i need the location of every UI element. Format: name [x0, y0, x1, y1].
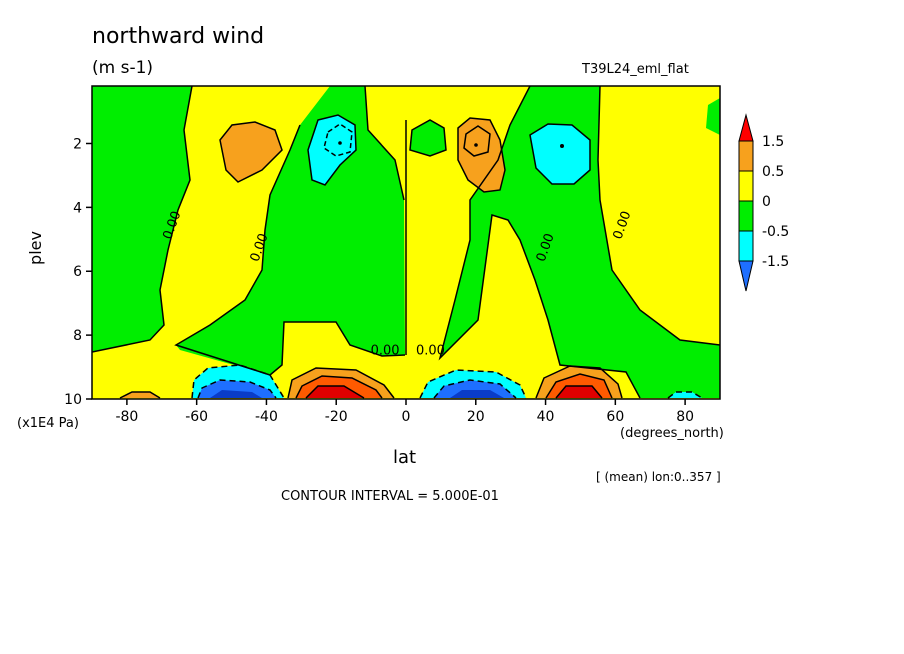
colorbar-top-triangle	[738, 113, 754, 142]
contour-lines	[92, 86, 720, 399]
max-marker-east	[474, 143, 478, 147]
x-tick-label: 60	[606, 409, 624, 425]
y-axis-label: plev	[26, 231, 45, 265]
contour-jet-nh-pos	[535, 365, 623, 399]
colorbar-label: 1.5	[762, 134, 784, 150]
negative-edge-np	[668, 392, 702, 398]
zero-contour-nh-subtropic	[438, 86, 641, 399]
x-tick-label: 0	[402, 409, 411, 425]
contour-interval: CONTOUR INTERVAL = 5.000E-01	[281, 489, 499, 504]
contour-label: 0.00	[371, 343, 400, 358]
contour-jet-sh-neg-2	[197, 379, 277, 399]
contour-edge-sp	[119, 391, 161, 399]
x-tick-label: -40	[255, 409, 278, 425]
cyan-cell-east	[530, 124, 590, 184]
contour-edge-np	[667, 391, 703, 399]
min-marker-east	[560, 144, 564, 148]
y-tick-label: 4	[73, 200, 82, 216]
shaded-field	[92, 86, 720, 399]
zero-contour-sh-polar	[92, 86, 193, 353]
colorbar-bottom-triangle	[738, 260, 754, 292]
y-tick-label: 8	[73, 328, 82, 344]
x-tick-label: 20	[467, 409, 485, 425]
negative-region-nh-subtropic	[440, 86, 720, 398]
contour-cyan-east	[529, 123, 591, 185]
plot-units: (m s-1)	[92, 58, 154, 78]
contour-jet-sh-pos-3	[305, 385, 365, 399]
x-tick-label: -60	[185, 409, 208, 425]
contour-jet-nh-pos-2	[545, 373, 613, 399]
green-cell-eq	[410, 120, 446, 156]
min-marker-west	[338, 141, 342, 145]
zero-contour-equator	[364, 86, 405, 201]
contour-orange-west	[219, 121, 283, 183]
x-tick-label: 80	[676, 409, 694, 425]
contour-jet-sh-pos-2	[295, 375, 383, 399]
contour-orange-east	[457, 117, 506, 193]
colorbar-swatch	[738, 200, 754, 232]
colorbar-swatch	[738, 230, 754, 262]
y-tick-label: 6	[73, 264, 82, 280]
run-id: T39L24_eml_flat	[582, 62, 689, 77]
contour-jet-sh-neg	[191, 364, 285, 399]
x-axis: -80 -60 -40 -20 0 20 40 60 80	[115, 399, 694, 425]
contour-jet-sh-pos	[287, 367, 395, 399]
x-tick-label: 40	[537, 409, 555, 425]
contour-jet-nh-neg	[419, 369, 527, 399]
mean-note: [ (mean) lon:0..357 ]	[596, 470, 721, 484]
colorbar-swatch	[738, 170, 754, 202]
zero-contour-nh-polar	[597, 86, 720, 346]
x-axis-unit: (degrees_north)	[620, 426, 724, 441]
y-tick-label: 10	[64, 392, 82, 408]
contour-green-eq	[409, 119, 447, 157]
y-tick-label: 2	[73, 136, 82, 152]
colorbar-label: -1.5	[762, 254, 789, 270]
negative-jet-nh-inner	[450, 390, 504, 398]
cyan-core-west	[323, 123, 353, 157]
negative-contour-lines	[191, 364, 703, 399]
contour-jet-nh-pos-3	[555, 385, 603, 399]
negative-jet-sh-inner	[210, 390, 262, 398]
colorbar: 1.5 0.5 0 -0.5 -1.5	[738, 113, 789, 292]
zero-contour-sh-subtropic	[174, 124, 406, 376]
colorbar-swatch	[738, 140, 754, 172]
colorbar-label: 0.5	[762, 164, 784, 180]
colorbar-label: 0	[762, 194, 771, 210]
positive-jet-nh-core	[556, 386, 602, 398]
positive-jet-sh-core	[306, 386, 364, 398]
colorbar-label: -0.5	[762, 224, 789, 240]
contour-cyan-west	[307, 114, 357, 186]
negative-region-sh-polar	[92, 86, 192, 352]
x-axis-label: lat	[393, 447, 417, 468]
orange-core-east	[463, 125, 491, 157]
x-tick-label: -80	[115, 409, 138, 425]
contour-jet-nh-neg-2	[433, 379, 517, 399]
x-tick-label: -20	[325, 409, 348, 425]
plot-title: northward wind	[92, 24, 265, 49]
orange-cell-west	[220, 122, 282, 182]
contour-label: 0.00	[416, 343, 445, 358]
y-axis-unit: (x1E4 Pa)	[17, 416, 79, 431]
y-axis: 2 4 6 8 10	[64, 136, 92, 408]
negative-region-nh-polar	[706, 98, 720, 135]
